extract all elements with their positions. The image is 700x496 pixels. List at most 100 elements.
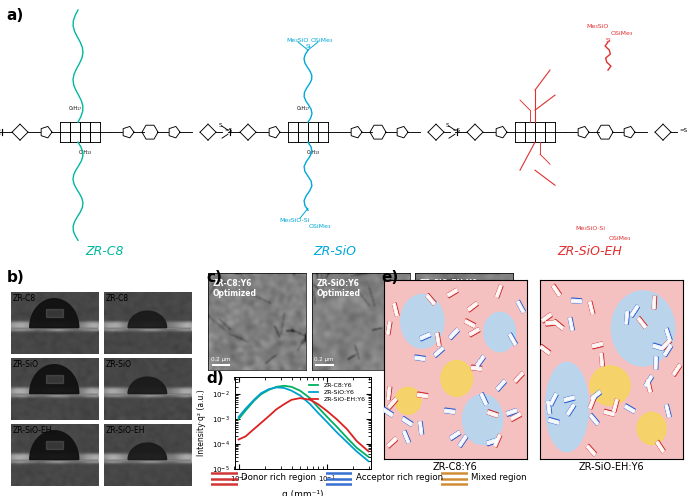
Bar (664, 344, 673, 357)
Bar (451, 330, 458, 339)
Bar (587, 444, 596, 456)
Bar (549, 420, 559, 423)
Bar (568, 317, 574, 331)
Bar (420, 422, 421, 434)
Text: OSiMe₃: OSiMe₃ (609, 236, 631, 241)
Bar (589, 302, 593, 314)
Bar (644, 375, 653, 387)
Bar (460, 437, 467, 447)
Bar (383, 407, 393, 417)
ZR-C8:Y6 (342, 434, 351, 440)
Bar (542, 314, 551, 321)
ZR-SiO-EH:Y6 (314, 401, 322, 407)
Bar (655, 357, 656, 369)
ZR-SiO:Y6 (306, 401, 314, 407)
Bar (426, 294, 436, 306)
Bar (592, 393, 601, 400)
Bar (665, 404, 671, 418)
Bar (447, 289, 456, 295)
Bar (673, 364, 682, 376)
Bar (516, 373, 524, 382)
Bar (415, 355, 425, 361)
Bar (591, 390, 601, 401)
Bar (546, 322, 556, 323)
ZR-SiO-EH:Y6 (364, 448, 372, 454)
Bar (444, 411, 455, 412)
ZR-SiO-EH:Y6 (287, 397, 295, 403)
Bar (600, 353, 604, 366)
Bar (386, 321, 392, 335)
Bar (662, 340, 670, 348)
ZR-SiO-EH:Y6 (265, 413, 273, 419)
ZR-SiO:Y6 (342, 439, 351, 445)
Text: ZR-SiO-EH:Y6
Optimized: ZR-SiO-EH:Y6 Optimized (420, 279, 478, 298)
Bar (487, 440, 497, 443)
Bar (673, 364, 679, 374)
Bar (393, 303, 399, 316)
Bar (570, 317, 573, 330)
Bar (458, 435, 466, 445)
ZR-SiO:Y6 (250, 397, 258, 403)
Bar (589, 416, 597, 425)
Bar (547, 401, 552, 414)
Bar (383, 409, 392, 416)
Ellipse shape (612, 291, 675, 366)
Bar (552, 284, 561, 297)
Bar (419, 422, 423, 434)
Bar (646, 379, 652, 392)
Bar (604, 412, 614, 415)
Bar (437, 333, 439, 346)
Bar (403, 432, 408, 443)
Bar (517, 300, 525, 313)
Bar (626, 311, 627, 324)
Text: =S: =S (224, 127, 232, 132)
Bar (512, 415, 521, 420)
Bar (564, 398, 575, 402)
Bar (589, 413, 599, 425)
Bar (654, 296, 655, 309)
Bar (612, 399, 619, 412)
Text: Mixed region: Mixed region (471, 473, 526, 482)
Bar (465, 319, 475, 328)
Bar (554, 319, 564, 330)
Bar (553, 286, 560, 296)
Bar (652, 296, 654, 309)
Bar (510, 334, 516, 345)
Bar (665, 329, 669, 341)
Bar (498, 381, 505, 390)
ZR-C8:Y6 (250, 398, 258, 404)
Bar (415, 358, 425, 360)
Bar (631, 306, 638, 316)
Bar (468, 302, 478, 312)
ZR-SiO:Y6 (332, 429, 341, 435)
Bar (480, 392, 488, 406)
Bar (435, 349, 444, 357)
Bar (387, 437, 398, 448)
Bar (388, 322, 390, 334)
Text: d): d) (206, 371, 224, 386)
Bar (468, 303, 477, 310)
Bar (592, 391, 600, 399)
Text: Me₃SiO·Si: Me₃SiO·Si (575, 226, 605, 231)
Bar (514, 372, 522, 380)
Bar (570, 318, 573, 330)
ZR-SiO-EH:Y6 (342, 426, 351, 432)
Bar (476, 355, 485, 368)
Bar (496, 379, 506, 391)
Bar (665, 405, 668, 418)
Bar (466, 320, 475, 325)
Bar (471, 365, 482, 371)
Bar (449, 328, 457, 337)
ZR-SiO:Y6 (322, 419, 330, 425)
Bar (568, 405, 575, 415)
Bar (656, 442, 663, 452)
Bar (638, 319, 645, 328)
Bar (657, 442, 664, 452)
Bar (654, 357, 655, 369)
Bar (496, 285, 503, 298)
Bar (624, 407, 634, 413)
Text: S: S (218, 123, 222, 127)
Bar (665, 328, 672, 341)
Text: ZR-SiO: ZR-SiO (314, 246, 356, 258)
Bar (639, 317, 646, 327)
